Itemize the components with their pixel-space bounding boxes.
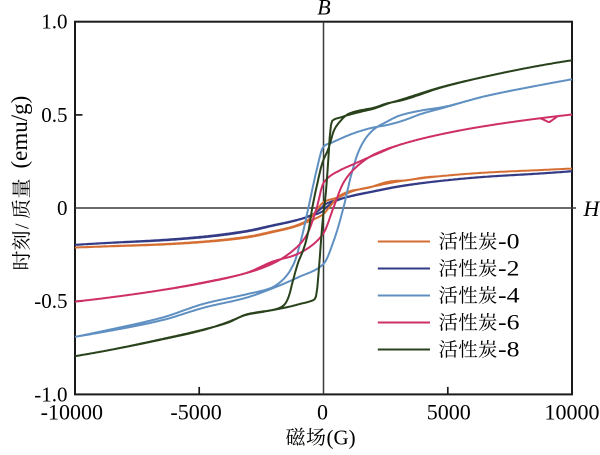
- svg-text:-6: -6: [498, 309, 520, 334]
- svg-text:B: B: [317, 0, 330, 20]
- svg-text:-5000: -5000: [170, 400, 221, 425]
- svg-text:0: 0: [57, 196, 68, 220]
- svg-text:0: 0: [317, 400, 328, 425]
- svg-text:H: H: [583, 196, 600, 221]
- svg-text:1.0: 1.0: [41, 10, 67, 34]
- svg-text:5000: 5000: [427, 400, 471, 425]
- svg-text:-4: -4: [498, 282, 520, 307]
- svg-text:10000: 10000: [545, 400, 600, 425]
- svg-text:-8: -8: [498, 336, 520, 361]
- svg-text:/: /: [12, 223, 34, 229]
- svg-text:-0: -0: [498, 228, 520, 253]
- svg-text:(G): (G): [327, 425, 356, 449]
- svg-text:-2: -2: [498, 255, 520, 280]
- svg-text:-10000: -10000: [41, 400, 103, 425]
- svg-text:0.5: 0.5: [41, 103, 67, 127]
- svg-text:-0.5: -0.5: [34, 289, 67, 313]
- svg-text:(emu/g): (emu/g): [7, 96, 32, 169]
